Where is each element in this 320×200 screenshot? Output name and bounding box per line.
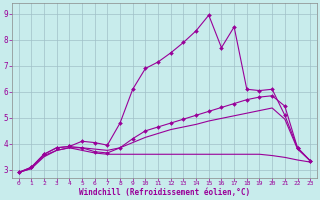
X-axis label: Windchill (Refroidissement éolien,°C): Windchill (Refroidissement éolien,°C) [79,188,250,197]
